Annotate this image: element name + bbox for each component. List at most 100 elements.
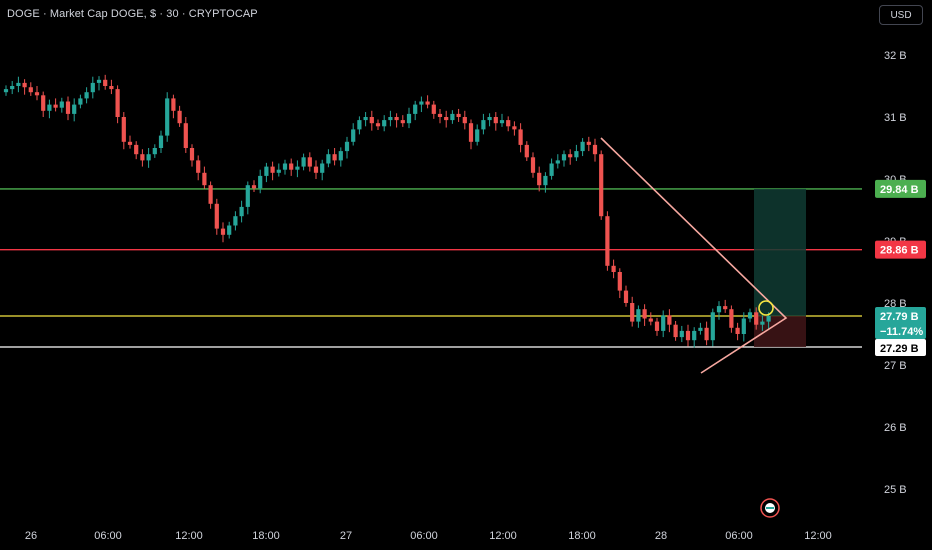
candle-48 [301,153,306,171]
candle-110 [685,324,691,347]
candle-121 [754,307,759,330]
candle-84 [524,141,529,162]
candle-109 [679,325,684,343]
y-tick-label: 31 B [884,112,907,124]
candle-73 [456,108,461,122]
candle-10 [65,96,71,121]
candle-28 [177,105,182,127]
candle-58 [363,112,368,127]
candle-118 [735,322,740,341]
wedge-lines [600,137,788,374]
candle-122 [760,315,765,331]
wedge-pattern[interactable] [600,137,788,374]
x-tick-label: 06:00 [725,530,753,542]
candle-101 [630,296,635,327]
x-tick-label: 18:00 [252,530,280,542]
candle-1 [10,81,15,95]
candle-104 [648,312,653,326]
candle-76 [475,124,480,146]
entry-circle [758,300,774,316]
candle-92 [574,144,579,162]
candle-17 [109,79,114,95]
candle-31 [196,155,201,181]
x-tick-label: 18:00 [568,530,596,542]
svg-text:28.86 B: 28.86 B [880,245,919,257]
candle-82 [512,121,517,136]
candle-8 [53,98,58,112]
candle-46 [289,158,294,176]
x-tick-label: 26 [25,530,37,542]
x-tick-label: 27 [340,530,352,542]
x-tick-label: 28 [655,530,667,542]
candle-74 [462,110,467,130]
candle-79 [493,112,498,131]
candle-20 [127,135,133,149]
candle-78 [487,113,492,127]
candle-107 [667,309,672,333]
candle-57 [357,116,362,135]
candle-97 [605,211,610,271]
candle-35 [220,222,226,243]
candle-7 [47,99,52,119]
candle-37 [233,211,238,231]
candle-112 [698,322,703,335]
candle-64 [400,115,405,127]
candle-59 [369,110,374,131]
candle-14 [90,76,95,99]
candle-9 [59,97,64,113]
candle-105 [654,317,660,336]
candle-116 [723,299,728,313]
candle-111 [692,327,697,348]
candle-91 [568,149,573,165]
x-tick-label: 06:00 [94,530,122,542]
candle-113 [704,321,709,346]
candle-95 [592,138,598,162]
candle-36 [227,221,232,239]
candle-5 [34,86,40,101]
candle-94 [586,136,591,152]
candle-50 [313,160,319,179]
candle-12 [78,94,83,109]
candle-54 [338,147,343,167]
svg-text:29.84 B: 29.84 B [880,184,919,196]
candle-88 [549,158,554,180]
candle-90 [561,150,567,167]
y-tick-label: 26 B [884,422,907,434]
y-tick-label: 32 B [884,50,907,62]
currency-button[interactable]: USD [879,5,923,25]
candle-33 [208,181,213,209]
candle-53 [332,148,337,166]
candle-18 [115,85,120,124]
candle-89 [555,154,560,169]
candle-22 [140,149,145,167]
candle-3 [22,79,27,95]
candle-69 [431,100,436,119]
position-zones [754,188,806,348]
candle-77 [481,113,486,135]
candle-55 [344,136,350,159]
candle-25 [158,130,164,153]
candlestick-series [3,74,771,348]
price-axis[interactable]: 32 B31 B30 B29 B28 B27 B26 B25 B [884,50,907,496]
candle-41 [258,169,263,194]
candle-21 [134,141,139,160]
candle-27 [171,94,176,119]
candle-34 [214,198,219,235]
candle-44 [276,163,281,177]
candle-81 [506,116,511,132]
candle-120 [747,308,753,323]
candle-13 [84,87,89,104]
candle-15 [96,76,102,91]
badge-target: 29.84 B [875,179,926,198]
candle-60 [375,119,381,131]
time-axis[interactable]: 26 06:00 12:00 18:00 27 06:00 12:00 18:00 28 06:0… [25,530,832,542]
candle-26 [165,92,170,142]
candle-2 [16,76,21,93]
candle-24 [152,144,157,158]
badge-support: 27.29 B [875,339,926,357]
candle-99 [617,268,622,299]
candle-62 [388,110,393,127]
stop-zone [754,316,806,348]
y-tick-label: 25 B [884,484,907,496]
